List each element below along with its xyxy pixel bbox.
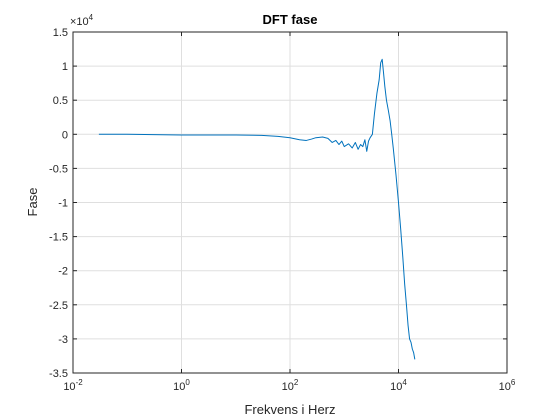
- x-axis-label: Frekvens i Herz: [244, 402, 335, 417]
- data-line-layer: [98, 58, 416, 360]
- x-tick-label: 102: [282, 378, 299, 393]
- y-tick-label: -3.5: [49, 368, 68, 380]
- y-tick-label: 0.5: [53, 95, 68, 107]
- y-tick-label: 1.5: [53, 27, 68, 39]
- y-tick-label: -2: [58, 266, 68, 278]
- y-tick-label: -0.5: [49, 163, 68, 175]
- tick-labels: 10-2 100 102 104 106 1.5 1 0.5 0 -0.5 -1 -1.5 -2 -2.5…: [49, 27, 516, 393]
- x-tick-label: 100: [173, 378, 190, 393]
- y-tick-label: 1: [62, 61, 68, 73]
- x-tick-label: 10-2: [63, 378, 83, 393]
- y-tick-label: -1.5: [49, 232, 68, 244]
- phase-series-line: [98, 58, 416, 360]
- y-tick-label: -3: [58, 334, 68, 346]
- x-tick-label: 104: [390, 378, 407, 393]
- axes-frame: [72, 31, 508, 374]
- x-tick-label: 106: [499, 378, 516, 393]
- y-tick-label: -1: [58, 198, 68, 210]
- chart-title: DFT fase: [263, 12, 318, 27]
- y-axis-label: Fase: [25, 188, 40, 217]
- y-tick-label: -2.5: [49, 300, 68, 312]
- y-exponent-label: ×104: [70, 13, 94, 28]
- y-tick-label: 0: [62, 129, 68, 141]
